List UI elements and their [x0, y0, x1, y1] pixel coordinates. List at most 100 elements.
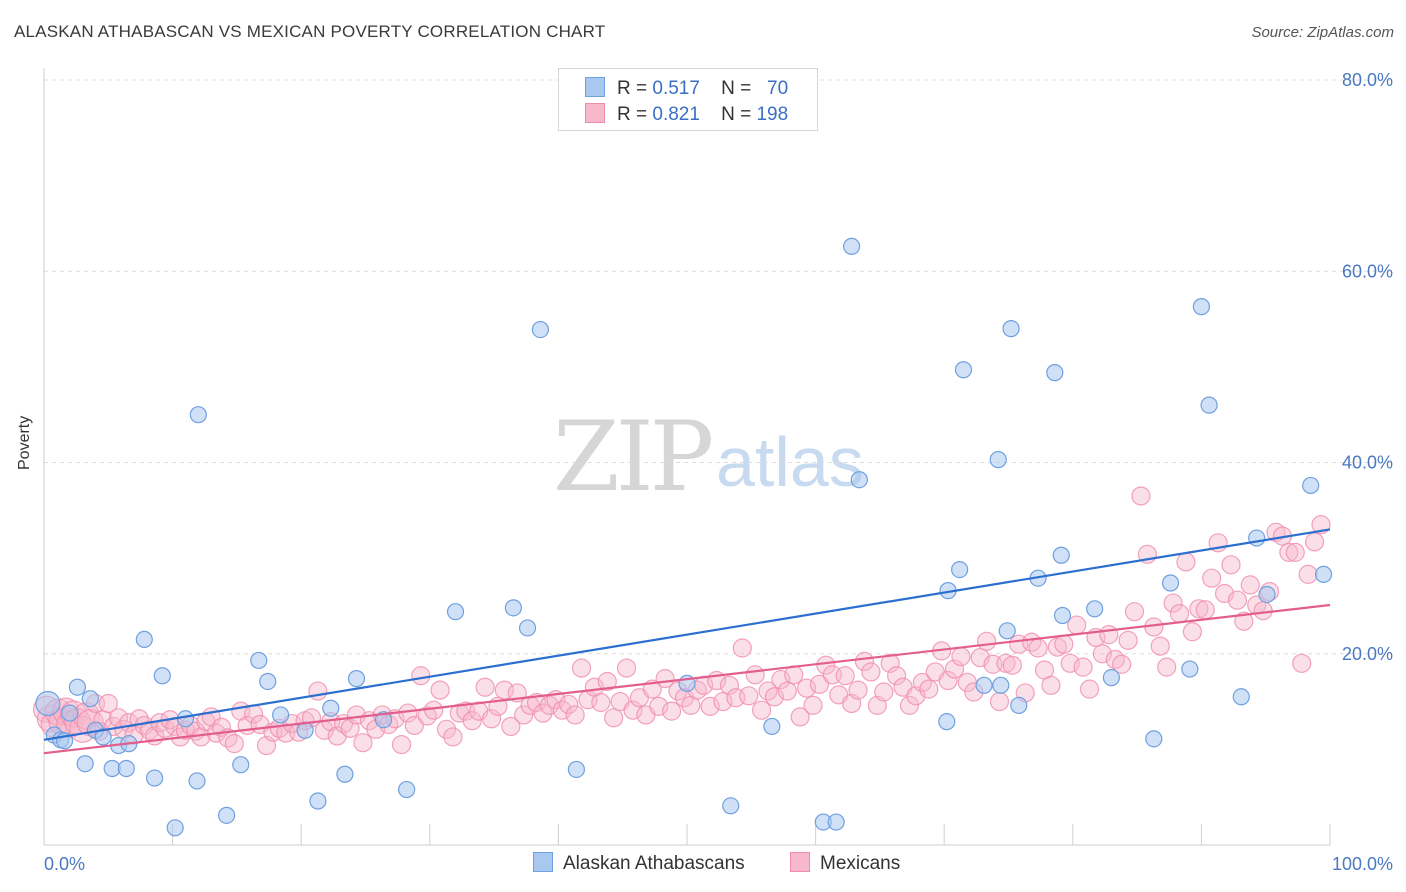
athabascan-point [827, 813, 845, 831]
legend-row-mexicans: R = 0.821 N = 198 [585, 103, 788, 127]
athabascan-point [1052, 546, 1070, 564]
mexicans-point [989, 691, 1010, 712]
athabascan-point [176, 710, 195, 728]
athabascan-point [1002, 320, 1020, 338]
athabascan-point [188, 772, 206, 790]
x-tick-label-0: 0.0% [44, 854, 85, 874]
athabascan-point [68, 678, 87, 696]
mexicans-point [597, 671, 617, 692]
x-tick-label-100: 100.0% [1332, 854, 1393, 874]
mexicans-point [1118, 630, 1138, 650]
athabascan-point [189, 406, 207, 424]
mexicans-point [1002, 655, 1022, 675]
mexicans-point [713, 691, 733, 712]
mexicans-point [1195, 600, 1215, 620]
mexicans-point [308, 681, 328, 701]
mexicans-point [1285, 542, 1305, 562]
watermark-zip: ZIP [553, 401, 712, 513]
mexicans-point [803, 695, 823, 715]
athabascan-point [1053, 606, 1072, 625]
mexicans-point [411, 666, 431, 686]
mexicans-point [848, 680, 868, 700]
mexicans-point [481, 709, 502, 729]
mexicans-point [649, 696, 669, 716]
mexicans-point [1279, 542, 1299, 562]
athabascan-point [1258, 585, 1276, 604]
legend-row-athabascan: R = 0.517 N = 70 [585, 77, 788, 101]
mexicans-point [501, 716, 521, 737]
athabascan-point [250, 651, 268, 670]
mexicans-point [739, 686, 759, 706]
mexicans-point [1234, 611, 1254, 631]
mexicans-point [719, 675, 740, 695]
athabascan-point [336, 765, 354, 783]
mexicans-point [571, 658, 592, 678]
mexicans-point [1227, 590, 1248, 610]
mexicans-point [1112, 654, 1132, 674]
mexicans-point [1176, 552, 1196, 572]
athabascan-point [322, 699, 340, 717]
athabascan-point [446, 603, 465, 621]
mexicans-point [565, 705, 585, 725]
athabascan-point [1086, 600, 1104, 618]
athabascan-point [374, 711, 393, 729]
mexicans-point [919, 679, 939, 699]
mexicans-point [1157, 657, 1177, 677]
bottom-legend-swatch-mexicans [790, 852, 810, 872]
athabascan-points [35, 237, 1333, 837]
mexicans-point [1099, 625, 1119, 645]
y-tick-labels: 20.0% 40.0% 60.0% 80.0% [1342, 70, 1393, 664]
mexicans-point [391, 734, 412, 755]
watermark: ZIP atlas [553, 401, 864, 513]
athabascan-point [153, 667, 171, 685]
athabascan-point [843, 237, 861, 255]
athabascan-point [232, 756, 250, 774]
mexicans-point [745, 665, 765, 685]
athabascan-point [166, 819, 184, 837]
athabascan-point [531, 320, 549, 339]
mexicans-point [443, 727, 463, 747]
athabascan-point [94, 728, 112, 746]
athabascan-point [1181, 660, 1199, 678]
mexicans-point [1131, 486, 1151, 506]
mexicans-point [1150, 636, 1170, 656]
mexicans-point [944, 659, 965, 679]
mexicans-point [887, 666, 907, 686]
mexicans-point [861, 662, 881, 682]
mexicans-point [139, 720, 160, 740]
athabascan-point [518, 619, 537, 637]
mexicans-point [854, 651, 875, 672]
mexicans-point [790, 707, 810, 727]
athabascan-point [398, 780, 416, 799]
mexicans-point [430, 680, 450, 700]
legend-r-value: 0.821 [652, 104, 700, 125]
mexicans-point [436, 719, 457, 739]
bottom-legend-swatch-athabascan [533, 852, 553, 872]
mexicans-point [623, 700, 643, 720]
source-label: Source: ZipAtlas.com [1251, 24, 1394, 41]
athabascan-point [81, 690, 99, 708]
legend-r-label: R = [617, 104, 648, 125]
mexicans-point [777, 681, 797, 701]
mexicans-point [559, 694, 579, 715]
mexicans-point [1028, 638, 1048, 658]
athabascan-point [1145, 730, 1163, 748]
athabascan-point [1102, 669, 1120, 687]
mexicans-point [1169, 603, 1190, 624]
mexicans-point [533, 703, 553, 723]
y-tick-label: 60.0% [1342, 261, 1393, 281]
athabascan-point [850, 471, 868, 489]
mexicans-point [462, 711, 482, 731]
athabascan-point [1314, 565, 1333, 583]
mexicans-point [700, 696, 720, 716]
mexicans-points [32, 486, 1331, 756]
bottom-legend-label-mexicans: Mexicans [820, 853, 901, 874]
athabascan-point [992, 676, 1010, 694]
mexicans-point [1189, 599, 1209, 619]
athabascan-point [135, 630, 153, 649]
trend-lines [43, 528, 1331, 755]
mexicans-point [1073, 657, 1093, 677]
bottom-legend-mexicans: Mexicans [790, 852, 900, 875]
mexicans-point [591, 692, 611, 713]
mexicans-point [404, 715, 424, 736]
